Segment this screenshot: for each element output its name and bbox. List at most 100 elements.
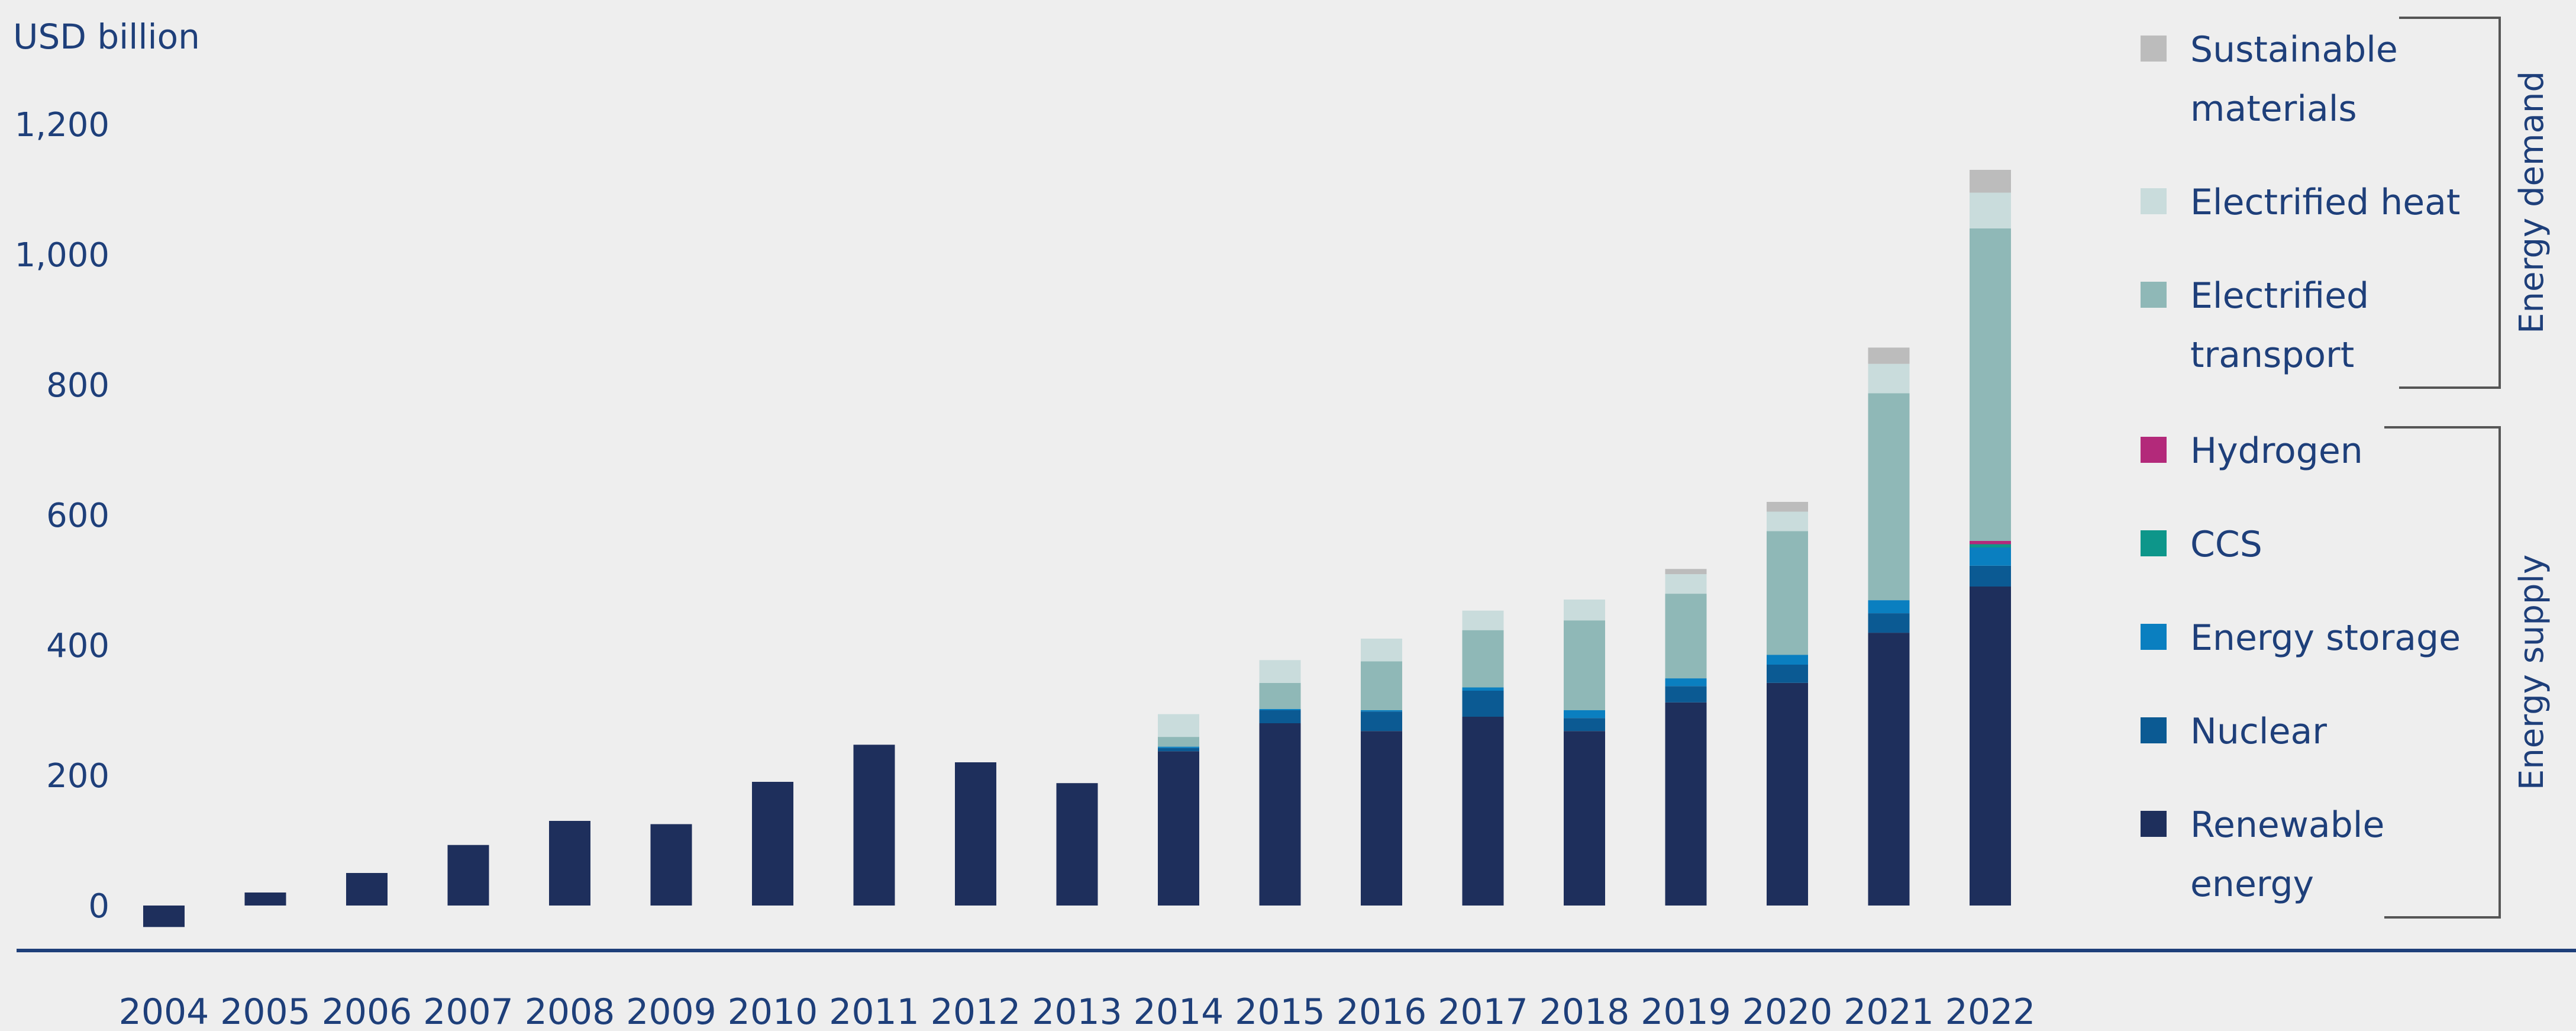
- bar-segment: [650, 824, 692, 906]
- legend-label: Renewable: [2190, 804, 2384, 846]
- bar-segment: [1970, 228, 2011, 541]
- bar-segment: [1564, 710, 1605, 719]
- bar-segment: [447, 845, 489, 906]
- legend-label: Nuclear: [2190, 711, 2327, 752]
- bar-segment: [1665, 702, 1707, 906]
- bar-segment: [1259, 710, 1301, 723]
- bar-segment: [1868, 613, 1910, 633]
- legend-swatch: [2141, 282, 2167, 308]
- x-tick-label: 2016: [1337, 991, 1427, 1031]
- legend-swatch: [2141, 188, 2167, 214]
- bar-segment: [1564, 731, 1605, 906]
- bar-segment: [1665, 678, 1707, 687]
- bar-segment: [1361, 639, 1402, 662]
- y-axis-unit-label: USD billion: [13, 17, 200, 57]
- y-tick-label: 1,200: [15, 106, 109, 144]
- bar-segment: [1767, 655, 1808, 665]
- legend-swatch: [2141, 811, 2167, 837]
- bar-segment: [1158, 751, 1199, 906]
- legend-label: Electrified: [2190, 275, 2369, 317]
- y-tick-label: 800: [46, 366, 109, 405]
- bar-segment: [1158, 737, 1199, 747]
- bar-segment: [1564, 718, 1605, 732]
- legend-label: Energy storage: [2190, 617, 2461, 659]
- x-tick-label: 2021: [1844, 991, 1934, 1031]
- bar-segment: [1462, 717, 1504, 906]
- bar-segment: [1158, 748, 1199, 752]
- bar-segment: [1462, 687, 1504, 691]
- bar-segment: [1665, 594, 1707, 679]
- x-tick-label: 2014: [1134, 991, 1224, 1031]
- bar-segment: [1970, 541, 2011, 545]
- y-tick-label: 200: [46, 757, 109, 795]
- legend-swatch: [2141, 717, 2167, 743]
- bar-segment: [1767, 665, 1808, 683]
- bar-segment: [1361, 710, 1402, 712]
- bar-segment: [1158, 746, 1199, 748]
- bar-segment: [1970, 192, 2011, 228]
- bar-segment: [1767, 531, 1808, 655]
- bar-segment: [1767, 682, 1808, 906]
- x-tick-label: 2006: [322, 991, 412, 1031]
- bar-segment: [1970, 170, 2011, 193]
- legend-groups: Energy demand Energy supply: [2384, 17, 2551, 919]
- x-tick-label: 2007: [423, 991, 514, 1031]
- bar-segment: [346, 873, 388, 906]
- bar-segment: [1361, 661, 1402, 710]
- bar-segment: [1665, 686, 1707, 703]
- y-axis-ticks: 0 200 400 600 800 1,000 1,200: [15, 106, 109, 926]
- legend-label: energy: [2190, 864, 2314, 905]
- bar-segment: [1767, 502, 1808, 512]
- legend-label: Hydrogen: [2190, 430, 2363, 472]
- y-tick-label: 1,000: [15, 236, 109, 275]
- legend-label: materials: [2190, 88, 2357, 130]
- bar-segment: [1259, 723, 1301, 906]
- bar-segment: [1868, 633, 1910, 906]
- bar-segment: [1056, 783, 1098, 906]
- x-tick-label: 2010: [728, 991, 818, 1031]
- bar-segment: [1564, 600, 1605, 621]
- bar-segment: [1361, 711, 1402, 732]
- x-tick-label: 2018: [1539, 991, 1630, 1031]
- legend-label: CCS: [2190, 524, 2262, 565]
- bar-segment: [1259, 660, 1301, 683]
- legend-swatch: [2141, 624, 2167, 650]
- bar-segment: [1868, 393, 1910, 601]
- x-tick-label: 2011: [829, 991, 919, 1031]
- y-tick-label: 400: [46, 627, 109, 665]
- y-tick-label: 600: [46, 497, 109, 535]
- legend-label: transport: [2190, 334, 2354, 376]
- bar-segment: [1361, 731, 1402, 906]
- x-tick-label: 2009: [626, 991, 716, 1031]
- legend-swatch: [2141, 36, 2167, 62]
- bar-segment: [1158, 714, 1199, 737]
- group-label: Energy demand: [2513, 71, 2551, 334]
- bar-segment: [143, 906, 185, 927]
- bar-segment: [244, 893, 286, 906]
- bar-segment: [1259, 682, 1301, 709]
- x-tick-label: 2019: [1641, 991, 1731, 1031]
- x-tick-label: 2008: [525, 991, 615, 1031]
- legend-label: Electrified heat: [2190, 182, 2460, 223]
- bar-segment: [1259, 708, 1301, 710]
- x-tick-label: 2022: [1945, 991, 2036, 1031]
- bar-segment: [752, 782, 793, 906]
- bar-segment: [955, 762, 996, 906]
- bar-segment: [1970, 544, 2011, 547]
- bar-segment: [1868, 600, 1910, 614]
- bar-segment: [1665, 569, 1707, 575]
- legend-label: Sustainable: [2190, 29, 2398, 70]
- x-tick-label: 2020: [1742, 991, 1833, 1031]
- x-tick-label: 2012: [931, 991, 1021, 1031]
- x-axis-labels: 2004 2005 2006 2007 2008 2009 2010 2011 2012 2013…: [119, 991, 2036, 1031]
- x-tick-label: 2013: [1032, 991, 1122, 1031]
- bar-segment: [1665, 574, 1707, 594]
- bar-segment: [1970, 587, 2011, 906]
- bar-segment: [1970, 565, 2011, 587]
- group-bracket: [2399, 17, 2501, 389]
- bar-segment: [1462, 691, 1504, 717]
- bar-segment: [549, 821, 590, 906]
- group-label: Energy supply: [2513, 555, 2551, 790]
- bar-segment: [853, 745, 895, 906]
